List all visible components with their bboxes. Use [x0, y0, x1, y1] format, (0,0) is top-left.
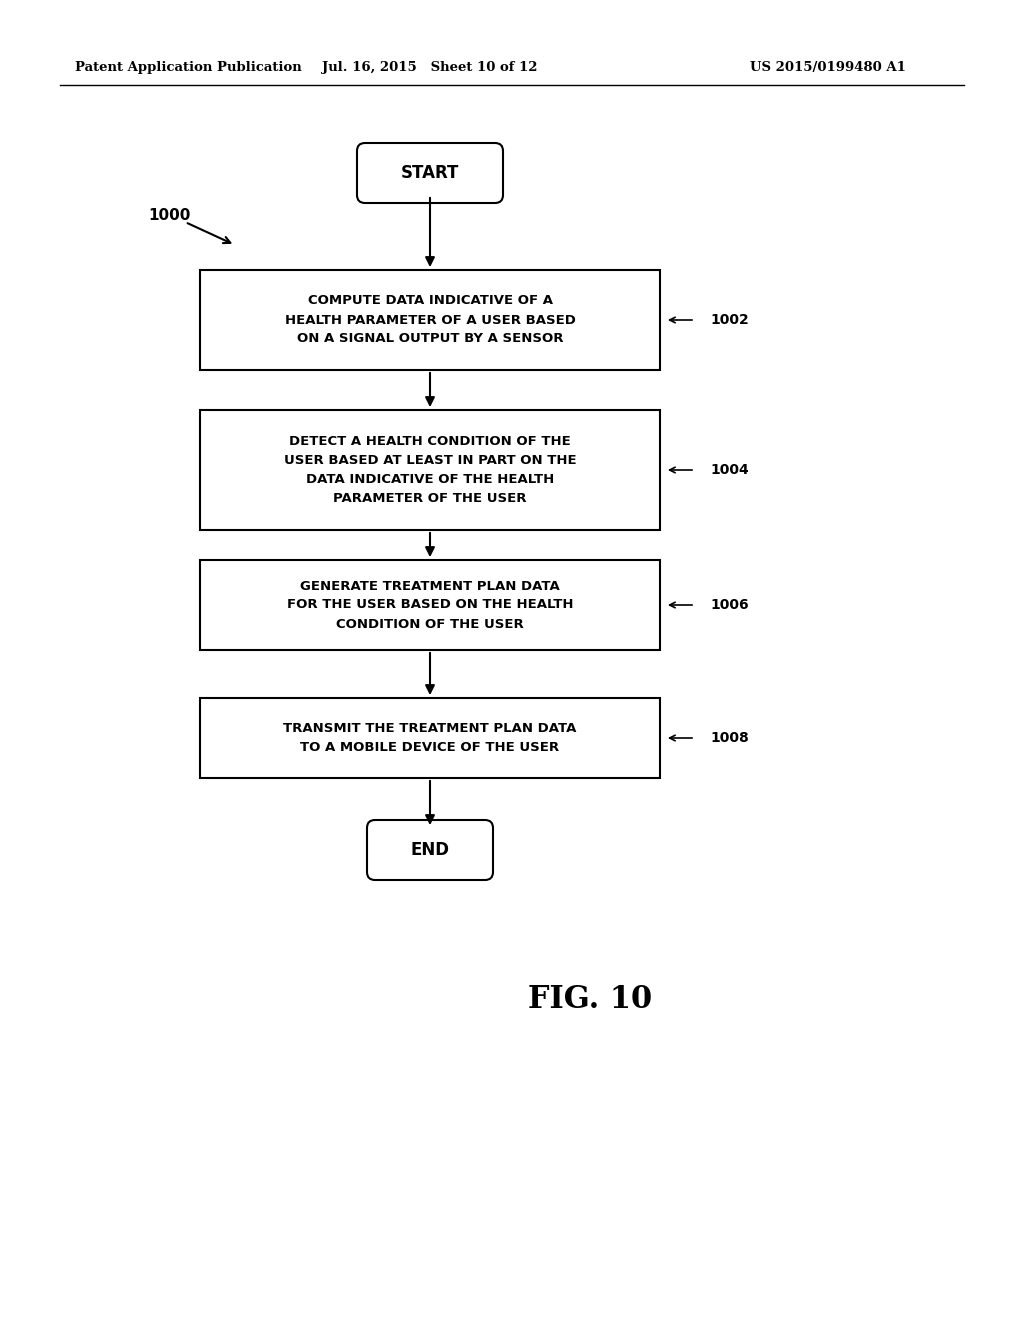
Text: 1004: 1004	[710, 463, 749, 477]
Text: 1008: 1008	[710, 731, 749, 744]
Bar	[200, 698, 660, 777]
Text: Jul. 16, 2015   Sheet 10 of 12: Jul. 16, 2015 Sheet 10 of 12	[323, 62, 538, 74]
Text: FIG. 10: FIG. 10	[528, 985, 652, 1015]
Text: 1006: 1006	[710, 598, 749, 612]
Text: 1000: 1000	[148, 207, 190, 223]
Text: GENERATE TREATMENT PLAN DATA
FOR THE USER BASED ON THE HEALTH
CONDITION OF THE U: GENERATE TREATMENT PLAN DATA FOR THE USE…	[287, 579, 573, 631]
Bar	[200, 271, 660, 370]
Text: COMPUTE DATA INDICATIVE OF A
HEALTH PARAMETER OF A USER BASED
ON A SIGNAL OUTPUT: COMPUTE DATA INDICATIVE OF A HEALTH PARA…	[285, 294, 575, 346]
Text: US 2015/0199480 A1: US 2015/0199480 A1	[750, 62, 906, 74]
FancyBboxPatch shape	[367, 820, 493, 880]
Text: TRANSMIT THE TREATMENT PLAN DATA
TO A MOBILE DEVICE OF THE USER: TRANSMIT THE TREATMENT PLAN DATA TO A MO…	[284, 722, 577, 754]
FancyBboxPatch shape	[357, 143, 503, 203]
Text: START: START	[400, 164, 459, 182]
Text: END: END	[411, 841, 450, 859]
Text: 1002: 1002	[710, 313, 749, 327]
Bar	[200, 560, 660, 649]
Bar	[200, 411, 660, 531]
Text: Patent Application Publication: Patent Application Publication	[75, 62, 302, 74]
Text: DETECT A HEALTH CONDITION OF THE
USER BASED AT LEAST IN PART ON THE
DATA INDICAT: DETECT A HEALTH CONDITION OF THE USER BA…	[284, 436, 577, 506]
